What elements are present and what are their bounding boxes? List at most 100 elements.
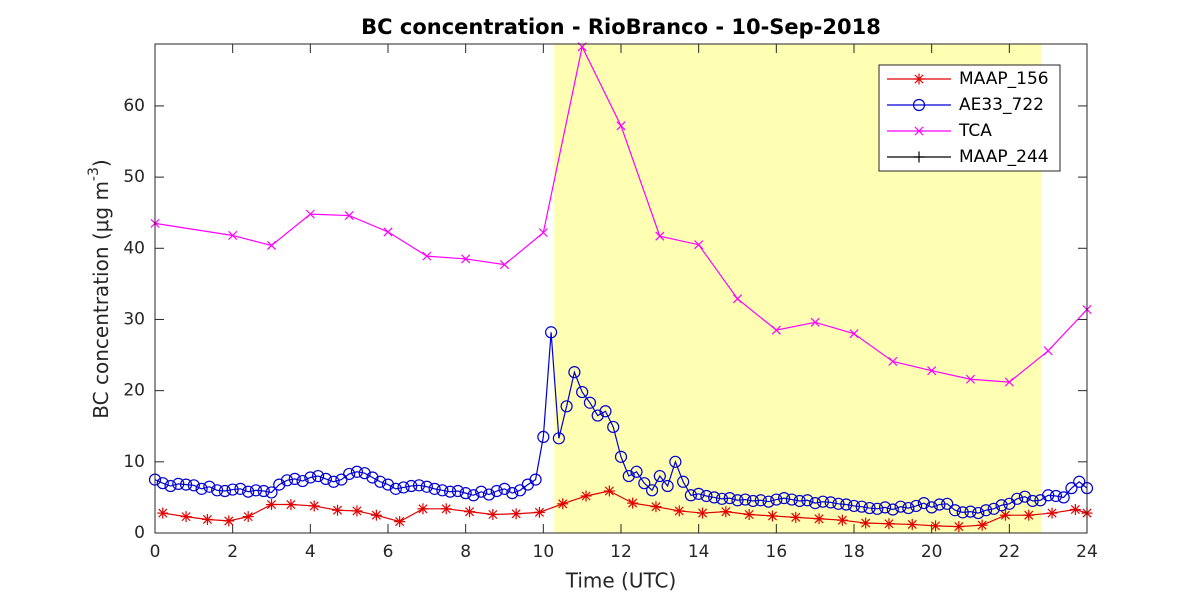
marker: [257, 484, 270, 498]
marker: [933, 498, 946, 511]
marker-circle: [343, 467, 356, 481]
marker-circle: [1018, 490, 1031, 503]
marker-circle: [164, 479, 177, 493]
marker: [913, 73, 925, 85]
marker: [622, 469, 635, 483]
marker: [576, 385, 589, 399]
marker-circle: [964, 505, 977, 518]
legend-label: MAAP_244: [959, 147, 1049, 167]
marker: [265, 486, 278, 499]
marker: [383, 227, 393, 237]
marker: [1043, 346, 1053, 356]
marker-circle: [475, 485, 488, 498]
marker: [883, 518, 895, 530]
marker: [1065, 482, 1078, 495]
marker: [847, 499, 861, 513]
marker: [538, 228, 548, 238]
marker: [1026, 494, 1039, 508]
marker: [732, 294, 743, 304]
marker-circle: [381, 478, 395, 491]
marker-circle: [925, 501, 938, 514]
marker: [506, 487, 519, 500]
marker: [700, 489, 713, 503]
marker-stroke: [499, 260, 510, 270]
legend-label: TCA: [958, 121, 992, 141]
legend-label: AE33_722: [959, 95, 1044, 115]
marker: [964, 505, 977, 518]
marker: [1069, 504, 1081, 516]
marker-circle: [894, 500, 907, 513]
marker-circle: [273, 478, 286, 491]
x-tick-label: 16: [766, 542, 788, 562]
marker: [697, 507, 709, 519]
marker-circle: [568, 366, 581, 379]
marker: [927, 366, 937, 376]
marker: [650, 501, 662, 513]
marker: [762, 495, 775, 508]
marker-circle: [878, 501, 892, 514]
marker: [308, 500, 320, 512]
marker-circle: [560, 400, 573, 413]
marker-circle: [979, 504, 993, 517]
marker: [739, 493, 752, 506]
marker-circle: [1073, 475, 1086, 488]
marker-circle: [436, 484, 449, 497]
marker: [513, 484, 527, 497]
marker-stroke: [1004, 377, 1014, 387]
marker: [1023, 509, 1035, 521]
marker: [708, 491, 721, 504]
marker: [552, 432, 565, 445]
marker-stroke: [888, 356, 898, 367]
marker-stroke: [383, 227, 393, 237]
marker-circle: [754, 494, 767, 507]
marker-circle: [529, 473, 542, 486]
series-line: [154, 332, 1088, 514]
marker-circle: [296, 474, 309, 488]
marker: [436, 484, 449, 497]
marker: [422, 251, 432, 261]
marker-circle: [941, 497, 954, 510]
marker-stroke: [927, 366, 937, 376]
series-line: [154, 45, 1088, 383]
marker-circle: [677, 475, 690, 488]
marker: [743, 508, 755, 520]
y-tick-label: 10: [123, 452, 145, 472]
marker: [226, 483, 239, 496]
marker: [684, 489, 698, 502]
marker: [972, 506, 985, 520]
marker: [273, 478, 286, 491]
marker-stroke: [538, 228, 548, 238]
marker: [544, 326, 558, 339]
marker: [350, 465, 364, 478]
marker: [965, 374, 976, 384]
marker-circle: [544, 326, 558, 339]
marker: [381, 478, 395, 491]
marker: [180, 511, 192, 523]
marker-circle: [444, 485, 457, 498]
marker-circle: [350, 465, 364, 478]
marker-circle: [583, 396, 597, 409]
marker-circle: [552, 432, 565, 445]
marker: [785, 493, 798, 506]
marker: [280, 474, 294, 487]
marker-stroke: [965, 374, 976, 384]
marker: [234, 482, 247, 495]
marker-stroke: [1043, 346, 1053, 356]
marker-circle: [910, 499, 923, 513]
marker: [312, 469, 325, 483]
marker: [793, 494, 806, 508]
marker: [157, 507, 169, 519]
marker-circle: [1065, 482, 1078, 495]
marker: [490, 484, 503, 498]
marker-circle: [638, 477, 651, 490]
marker-circle: [195, 482, 208, 495]
marker: [603, 485, 615, 497]
marker: [319, 472, 332, 486]
marker: [305, 209, 315, 219]
x-axis-label: Time (UTC): [565, 569, 677, 593]
x-tick-label: 6: [383, 542, 394, 562]
marker: [1018, 490, 1031, 503]
marker-circle: [257, 484, 270, 498]
y-tick-label: 60: [123, 96, 145, 116]
